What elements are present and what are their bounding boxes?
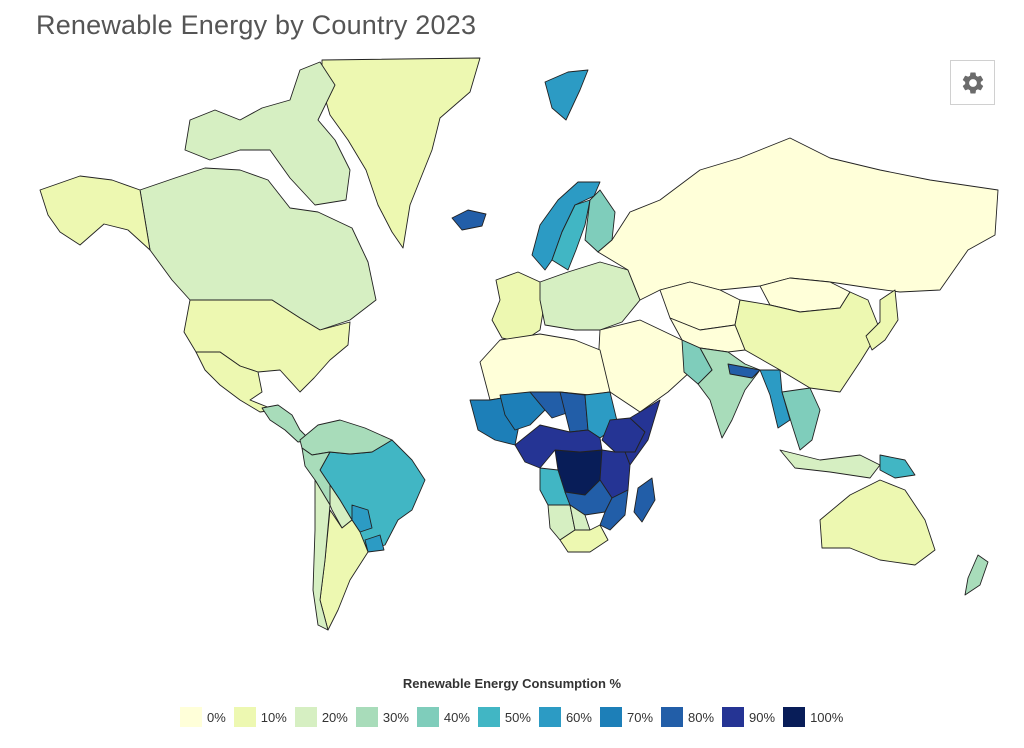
legend-item[interactable]: 90%: [722, 707, 775, 727]
region-nepal[interactable]: Nepal: 80%: [727, 363, 761, 379]
region-chile[interactable]: Chile: 20%: [312, 479, 331, 631]
region-central-america[interactable]: Central America: 30%: [261, 404, 311, 443]
legend-label: 60%: [565, 709, 592, 725]
legend-swatch: [294, 707, 317, 727]
legend-title: Renewable Energy Consumption %: [402, 676, 622, 691]
legend-label: 80%: [688, 709, 715, 725]
legend-label: 30%: [382, 709, 409, 725]
legend-item[interactable]: 50%: [477, 707, 531, 727]
region-western-europe[interactable]: Western Europe: 10%: [491, 271, 546, 343]
legend-item[interactable]: 60%: [538, 707, 592, 727]
legend-swatch: [722, 707, 745, 727]
region-iceland[interactable]: Iceland: 80%: [451, 209, 487, 231]
region-svalbard[interactable]: Svalbard: 60%: [544, 69, 589, 121]
region-indonesia[interactable]: Indonesia: 20%: [779, 449, 881, 479]
region-sweden[interactable]: Sweden: 50%: [551, 199, 591, 271]
legend-swatch: [355, 707, 378, 727]
legend-swatch: [477, 707, 500, 727]
legend-swatch: [661, 707, 684, 727]
legend-item[interactable]: 10%: [233, 707, 287, 727]
legend-swatch: [538, 707, 561, 727]
gear-icon: [962, 72, 983, 93]
region-indochina[interactable]: Indochina: 40%: [781, 387, 821, 451]
region-uruguay[interactable]: Uruguay: 60%: [364, 534, 385, 553]
legend-swatch: [416, 707, 439, 727]
region-mexico[interactable]: Mexico: 10%: [195, 351, 276, 413]
legend-label: 100%: [810, 709, 844, 725]
region-japan[interactable]: Japan: 10%: [865, 289, 899, 351]
region-myanmar[interactable]: Myanmar: 60%: [759, 369, 791, 429]
legend-item[interactable]: 80%: [661, 707, 714, 727]
legend-label: 40%: [443, 709, 470, 725]
settings-button[interactable]: [950, 60, 995, 105]
region-russia[interactable]: Russia: 0%: [597, 137, 999, 301]
region-alaska[interactable]: Alaska: 10%: [39, 175, 151, 251]
legend-swatch: [783, 707, 806, 727]
world-choropleth-map[interactable]: Greenland: 10%Canada: 20%Canadian Arctic…: [0, 0, 1024, 660]
region-china[interactable]: China: 10%: [734, 291, 881, 393]
region-canadian-arctic-islands[interactable]: Canadian Arctic Islands: 20%: [184, 61, 351, 206]
region-niger[interactable]: Niger: 80%: [529, 391, 571, 419]
legend-label: 50%: [504, 709, 531, 725]
legend-item[interactable]: 20%: [294, 707, 348, 727]
legend: 0% 10% 20% 30% 40% 50% 60% 70% 80% 90% 100%: [180, 706, 851, 728]
region-pakistan[interactable]: Pakistan: 40%: [681, 339, 713, 385]
legend-label: 20%: [321, 709, 348, 725]
region-papua-new-guinea[interactable]: Papua New Guinea: 50%: [879, 454, 916, 479]
region-paraguay[interactable]: Paraguay: 60%: [351, 504, 373, 533]
legend-label: 90%: [749, 709, 776, 725]
region-south-africa[interactable]: South Africa: 10%: [559, 524, 609, 553]
legend-item[interactable]: 70%: [599, 707, 654, 727]
legend-item[interactable]: 100%: [783, 707, 843, 727]
region-madagascar[interactable]: Madagascar: 80%: [633, 477, 656, 523]
region-north-africa[interactable]: North Africa: 0%: [479, 333, 611, 401]
legend-label: 70%: [626, 709, 654, 725]
legend-item[interactable]: 0%: [180, 707, 226, 727]
legend-label: 0%: [207, 709, 226, 725]
legend-swatch: [599, 707, 622, 727]
page-title: Renewable Energy by Country 2023: [36, 10, 477, 40]
region-australia[interactable]: Australia: 10%: [819, 479, 936, 566]
legend-swatch: [180, 707, 202, 727]
region-greenland[interactable]: Greenland: 10%: [321, 57, 481, 249]
region-central-europe[interactable]: Central Europe: 20%: [539, 261, 641, 331]
region-new-zealand[interactable]: New Zealand: 30%: [964, 554, 989, 596]
legend-label: 10%: [260, 709, 287, 725]
legend-item[interactable]: 30%: [355, 707, 409, 727]
legend-swatch: [233, 707, 256, 727]
legend-item[interactable]: 40%: [416, 707, 470, 727]
